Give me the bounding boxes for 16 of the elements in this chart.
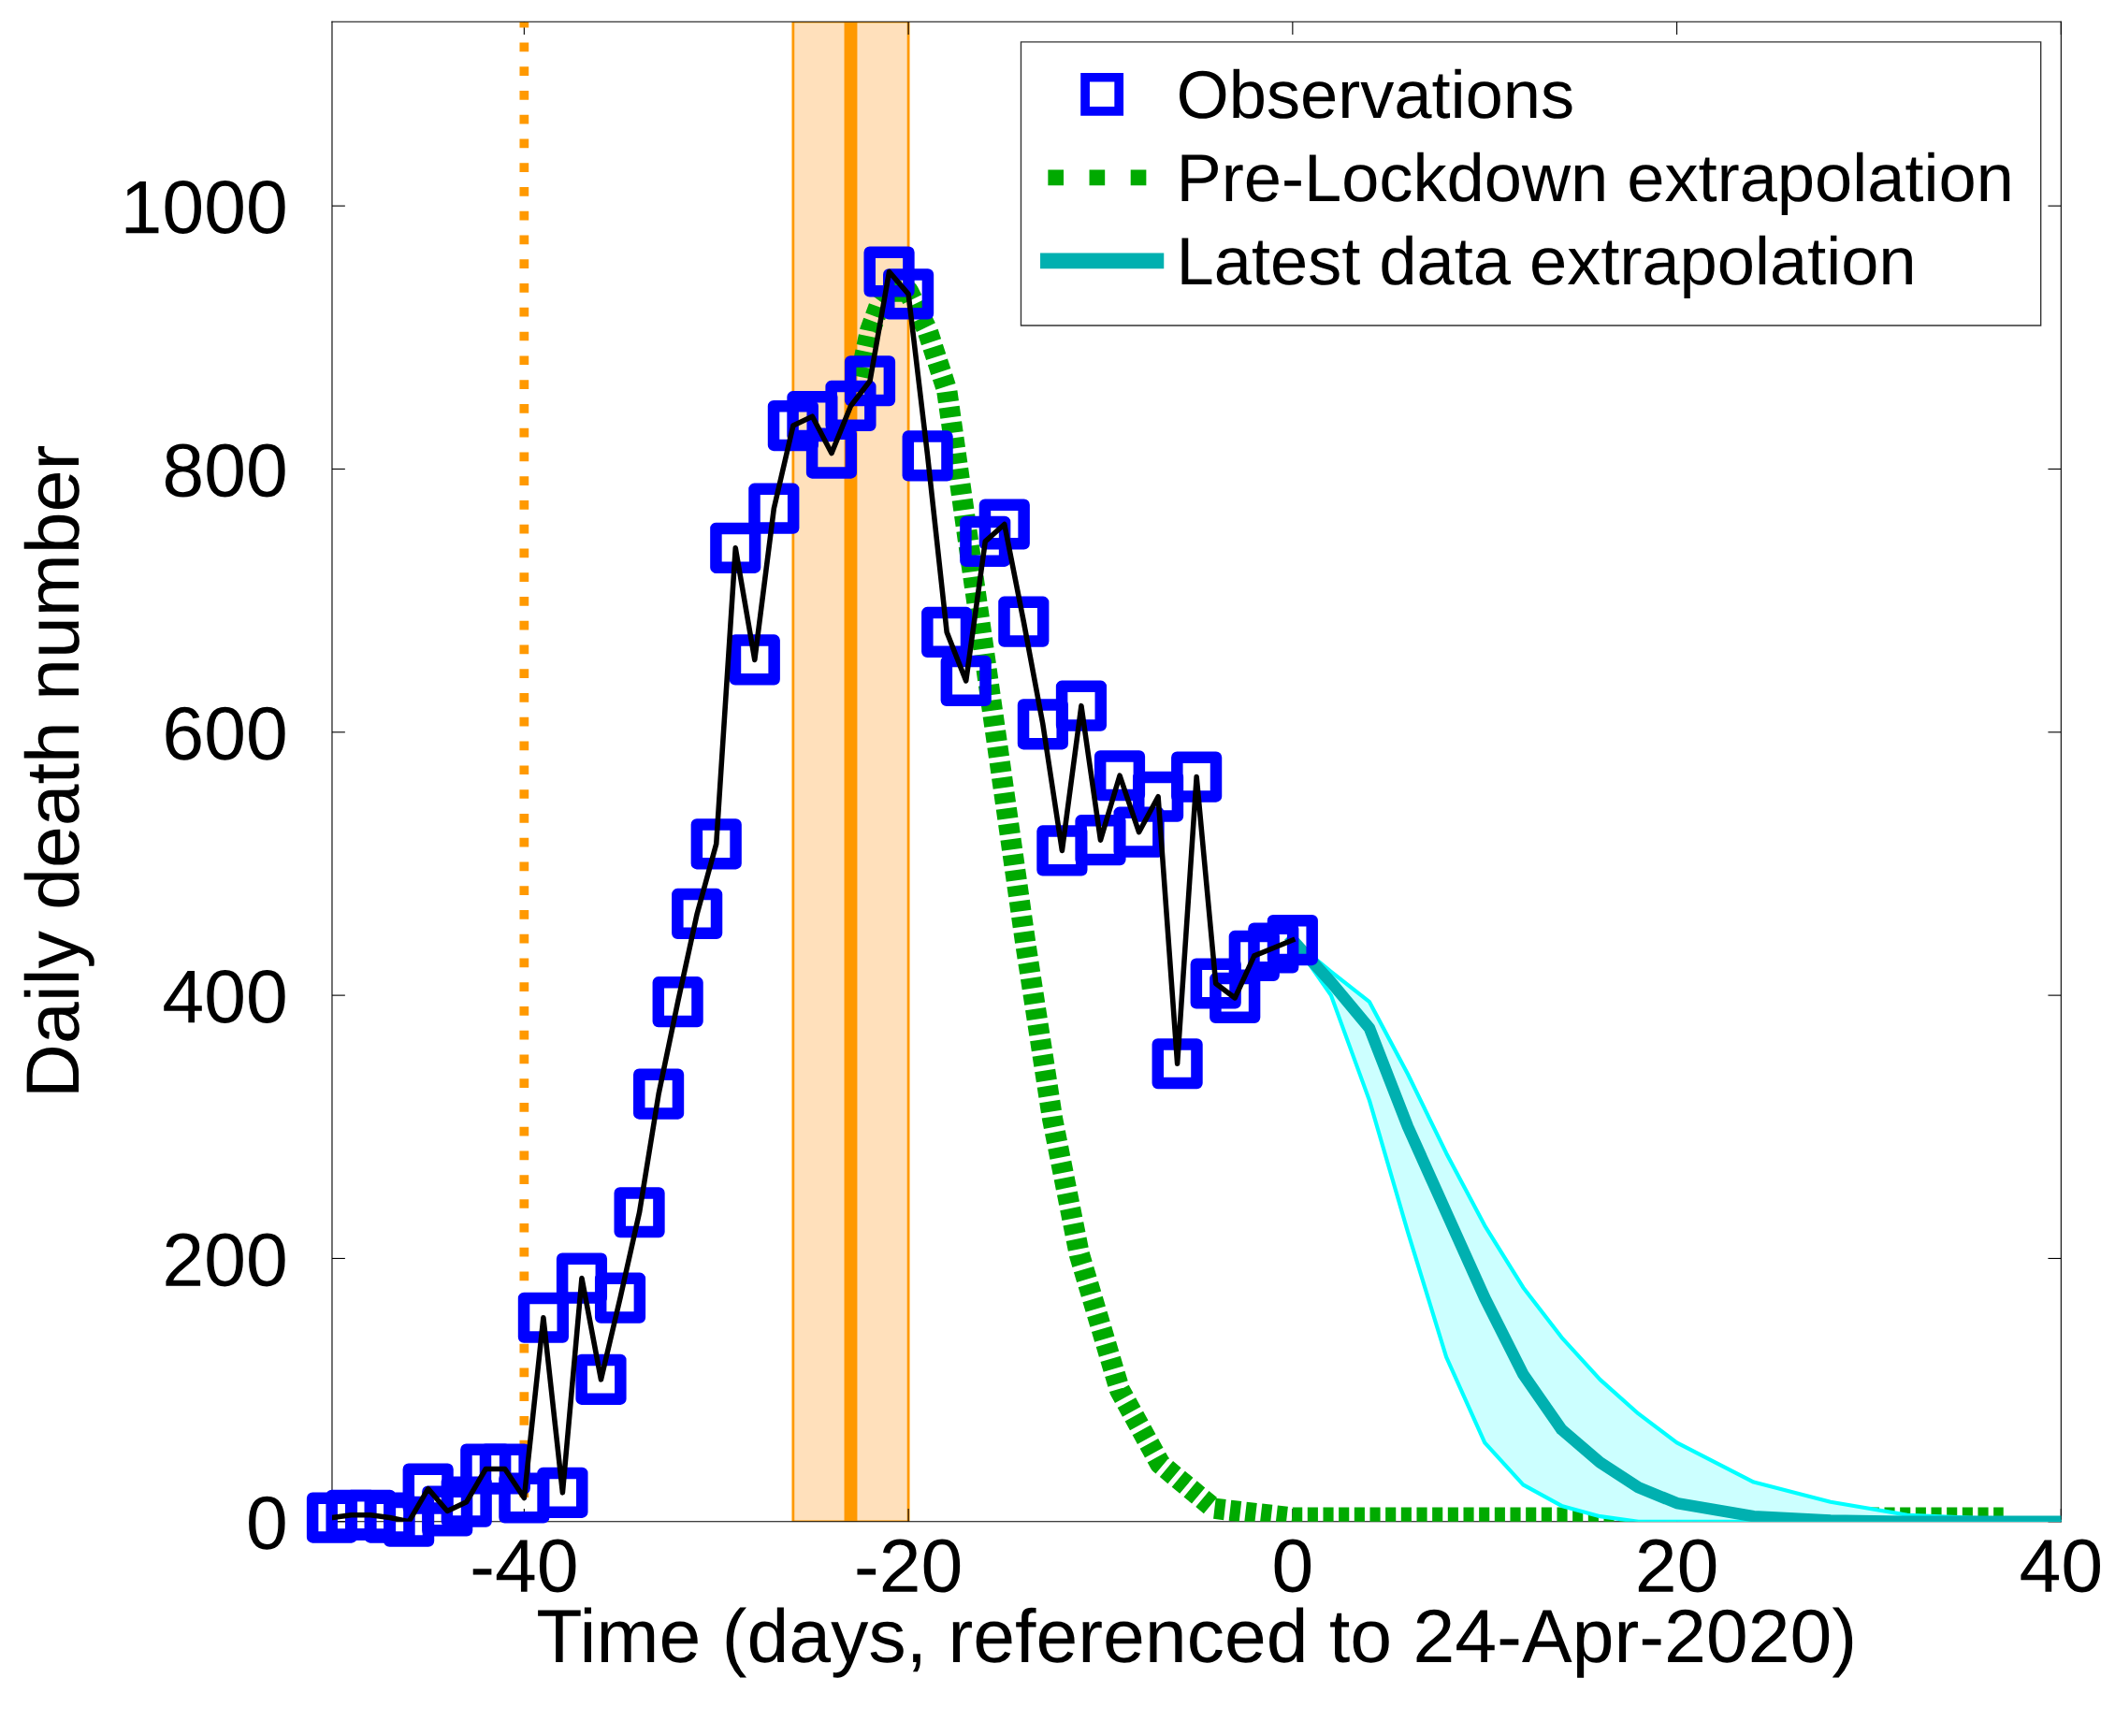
x-tick-label: -40: [472, 1539, 576, 1593]
x-tick-label: 40: [2021, 1539, 2100, 1593]
y-tick-label: 800: [165, 443, 285, 498]
y-tick-label: 400: [164, 970, 285, 1024]
y-tick-label: 0: [249, 1496, 285, 1550]
x-tick-label: 0: [1274, 1539, 1311, 1593]
legend-label: Pre-Lockdown extrapolation: [1181, 152, 2010, 216]
y-tick-label: 200: [166, 1233, 285, 1287]
legend-label: Latest data extrapolation: [1181, 235, 1912, 299]
y-tick-label: 1000: [125, 181, 285, 235]
y-axis-title: Daily death number: [23, 446, 94, 1092]
x-tick-label: 20: [1638, 1539, 1717, 1593]
x-tick-label: -20: [857, 1539, 961, 1593]
x-axis-title: Time (days, referenced to 24-Apr-2020): [538, 1607, 1853, 1678]
y-tick-label: 600: [166, 706, 285, 760]
legend-label: Observations: [1180, 68, 1572, 119]
